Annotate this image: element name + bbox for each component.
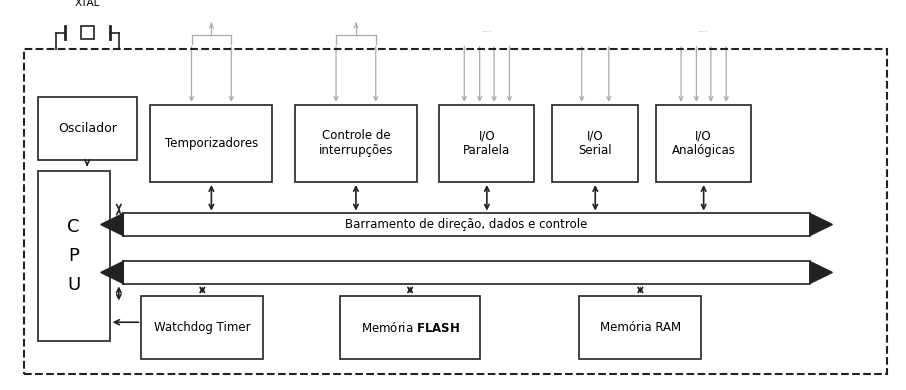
Text: Barramento de direção, dados e controle: Barramento de direção, dados e controle (345, 218, 588, 231)
Text: I/O
Paralela: I/O Paralela (463, 129, 510, 158)
Bar (340, 296, 480, 359)
Bar (24, 50, 887, 374)
Bar (580, 296, 701, 359)
Bar (295, 105, 417, 182)
Text: Watchdog Timer: Watchdog Timer (154, 321, 251, 334)
Text: Controle de
interrupções: Controle de interrupções (319, 129, 393, 158)
Polygon shape (810, 213, 833, 236)
Polygon shape (810, 261, 833, 284)
Bar (656, 105, 751, 182)
Bar (553, 105, 638, 182)
Text: I/O
Analógicas: I/O Analógicas (671, 129, 736, 158)
Text: Memória $\mathbf{FLASH}$: Memória $\mathbf{FLASH}$ (361, 321, 459, 335)
Text: ...: ... (481, 24, 492, 34)
Text: Temporizadores: Temporizadores (165, 137, 258, 150)
Bar (37, 98, 137, 160)
Text: XTAL: XTAL (74, 0, 100, 8)
Text: Oscilador: Oscilador (58, 122, 117, 135)
Bar (81, 26, 93, 39)
Text: ...: ... (699, 24, 709, 34)
Bar (141, 296, 264, 359)
Bar (37, 171, 110, 341)
Polygon shape (101, 261, 123, 284)
Text: Memória RAM: Memória RAM (600, 321, 681, 334)
Text: C
P
U: C P U (67, 218, 81, 294)
Bar (439, 105, 535, 182)
Bar (150, 105, 273, 182)
Polygon shape (101, 213, 123, 236)
Text: I/O
Serial: I/O Serial (578, 129, 612, 158)
